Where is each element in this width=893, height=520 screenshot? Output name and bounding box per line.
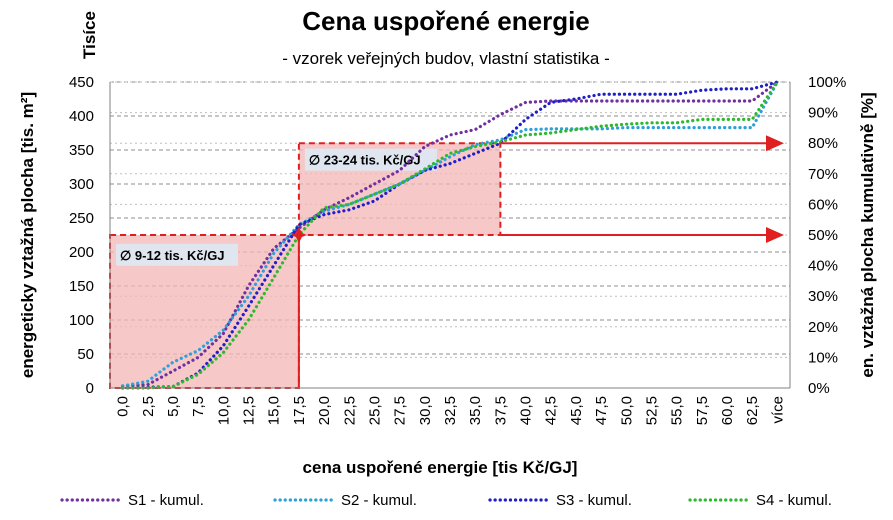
- y2-tick-label: 70%: [808, 166, 838, 183]
- x-tick-label: 17,5: [291, 396, 308, 425]
- legend: S1 - kumul. S2 - kumul. S3 - kumul. S4 - ku…: [60, 492, 832, 509]
- y2-tick-label: 60%: [808, 196, 838, 213]
- x-tick-label: 45,0: [568, 396, 585, 425]
- x-tick-label: 15,0: [266, 396, 283, 425]
- x-axis-title: cena uspořené energie [tis Kč/GJ]: [303, 458, 578, 477]
- y2-tick-label: 40%: [808, 258, 838, 275]
- arrow-50: [766, 227, 784, 243]
- x-tick-label: 60,0: [719, 396, 736, 425]
- annotation-label-1: ∅ 9-12 tis. Kč/GJ: [120, 248, 225, 263]
- x-tick-label: 2,5: [140, 396, 157, 417]
- y2-tick-label: 10%: [808, 349, 838, 366]
- x-tick-label: 52,5: [643, 396, 660, 425]
- x-tick-label: 7,5: [190, 396, 207, 417]
- x-tick-label: 10,0: [215, 396, 232, 425]
- x-tick-label: 27,5: [392, 396, 409, 425]
- legend-label-2: S2 - kumul.: [341, 492, 417, 509]
- y-tick-label: 0: [86, 380, 94, 397]
- x-tick-label: 25,0: [366, 396, 383, 425]
- x-tick-label: 5,0: [165, 396, 182, 417]
- y2-axis-title: en. vztažná plocha kumulativně [%]: [858, 92, 877, 377]
- x-tick-label: 55,0: [669, 396, 686, 425]
- x-tick-label: 12,5: [241, 396, 258, 425]
- x-tick-label: 57,5: [694, 396, 711, 425]
- x-tick-label: 40,0: [518, 396, 535, 425]
- x-tick-label: 62,5: [744, 396, 761, 425]
- x-tick-label: 0,0: [115, 396, 132, 417]
- x-tick-label: 20,0: [316, 396, 333, 425]
- x-tick-label: 32,5: [442, 396, 459, 425]
- legend-label-4: S4 - kumul.: [756, 492, 832, 509]
- x-tick-label: 47,5: [593, 396, 610, 425]
- series-line-4: [121, 80, 779, 390]
- y2-tick-label: 20%: [808, 319, 838, 336]
- series-line-2: [121, 80, 779, 388]
- y-tick-label: 200: [69, 244, 94, 261]
- annotation-label-bg-1: [116, 243, 238, 266]
- legend-label-1: S1 - kumul.: [128, 492, 204, 509]
- legend-label-3: S3 - kumul.: [556, 492, 632, 509]
- y-tick-label: 150: [69, 278, 94, 295]
- units-label: Tisíce: [80, 11, 99, 59]
- series-line-3: [121, 80, 779, 390]
- y-tick-label: 100: [69, 312, 94, 329]
- plot-area: ∅ 9-12 tis. Kč/GJ ∅ 23-24 tis. Kč/GJ 0 50 10…: [69, 74, 846, 425]
- y-tick-label: 50: [77, 346, 94, 363]
- x-tick-label: 22,5: [341, 396, 358, 425]
- chart-title: Cena uspořené energie: [302, 6, 590, 36]
- x-tick-label: 50,0: [618, 396, 635, 425]
- chart-subtitle: - vzorek veřejných budov, vlastní statis…: [282, 49, 610, 68]
- arrow-80: [766, 135, 784, 152]
- y-axis-title: energeticky vztažná plocha [tis. m²]: [18, 92, 37, 378]
- x-tick-label: více: [769, 396, 786, 424]
- y2-tick-label: 50%: [808, 227, 838, 244]
- annotation-label-2: ∅ 23-24 tis. Kč/GJ: [309, 153, 421, 168]
- x-tick-label: 30,0: [417, 396, 434, 425]
- y-tick-label: 350: [69, 142, 94, 159]
- y2-tick-label: 80%: [808, 135, 838, 152]
- series-line-1: [121, 80, 779, 388]
- x-tick-label: 37,5: [492, 396, 509, 425]
- y2-tick-label: 30%: [808, 288, 838, 305]
- y2-tick-label: 0%: [808, 380, 830, 397]
- y-tick-label: 250: [69, 210, 94, 227]
- y-tick-label: 450: [69, 74, 94, 91]
- y2-tick-label: 90%: [808, 105, 838, 122]
- x-tick-label: 35,0: [467, 396, 484, 425]
- intersection-star: [290, 227, 307, 243]
- y2-tick-label: 100%: [808, 74, 846, 91]
- x-tick-label: 42,5: [543, 396, 560, 425]
- y-tick-label: 400: [69, 108, 94, 125]
- y-tick-label: 300: [69, 176, 94, 193]
